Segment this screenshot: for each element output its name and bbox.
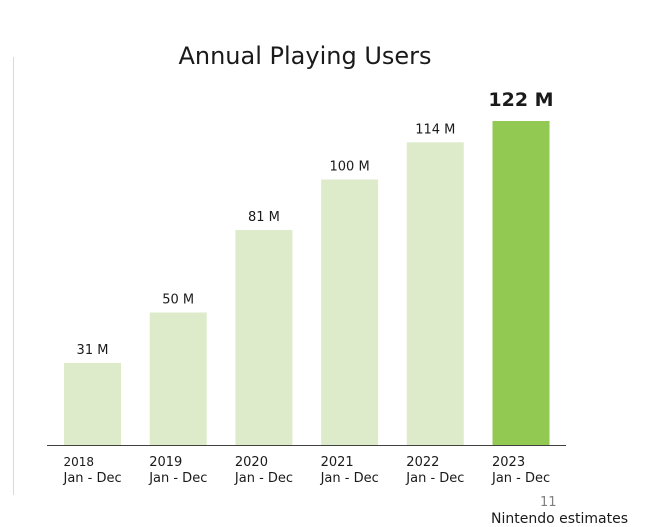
tick-label-period-2020: Jan - Dec	[234, 471, 293, 486]
tick-label-period-2023: Jan - Dec	[491, 471, 550, 486]
tick-label-year-2020: 2020	[235, 455, 268, 470]
data-label-2019: 50 M	[162, 293, 194, 308]
chart-title: Annual Playing Users	[178, 42, 432, 70]
data-label-2018: 31 M	[77, 343, 109, 358]
tick-label-period-2018: Jan - Dec	[63, 471, 122, 486]
tick-label-year-2018: 2018	[64, 455, 95, 469]
tick-label-period-2019: Jan - Dec	[148, 471, 207, 486]
bar-2022	[406, 142, 464, 446]
tick-label-year-2023: 2023	[492, 455, 525, 470]
tick-label-year-2022: 2022	[406, 455, 439, 470]
data-label-2023: 122 M	[488, 89, 553, 111]
tick-label-year-2021: 2021	[321, 455, 354, 470]
data-label-2022: 114 M	[415, 122, 455, 137]
tick-label-period-2022: Jan - Dec	[405, 471, 464, 486]
page-number: 11	[540, 495, 557, 510]
bar-2023	[492, 121, 550, 446]
data-label-2020: 81 M	[248, 210, 280, 225]
data-label-2021: 100 M	[330, 160, 370, 175]
tick-label-year-2019: 2019	[149, 455, 182, 470]
source-note: Nintendo estimates	[491, 511, 629, 527]
bar-2018	[64, 363, 121, 446]
bar-2019	[149, 312, 207, 446]
bar-2021	[321, 179, 379, 446]
left-divider	[13, 57, 14, 495]
tick-label-period-2021: Jan - Dec	[320, 471, 379, 486]
bar-2020	[235, 230, 293, 446]
